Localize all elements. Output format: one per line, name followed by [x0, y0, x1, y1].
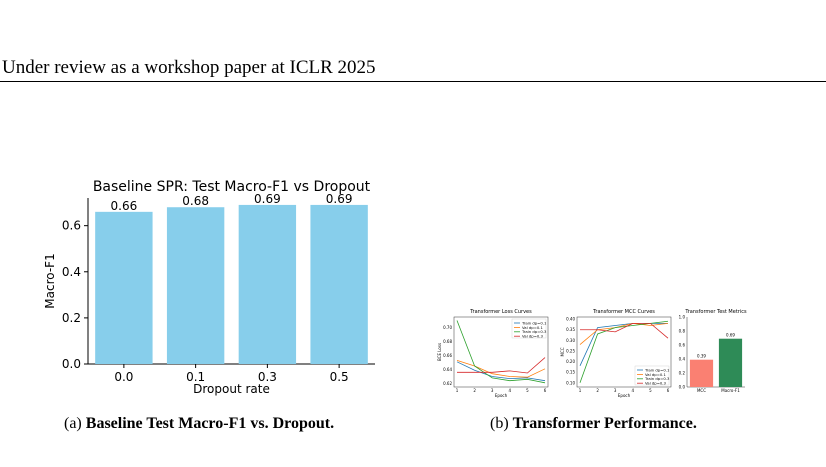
mcc-chart-y-axis-label: MCC	[560, 347, 565, 356]
mcc-chart-x-tick-label: 3	[614, 388, 617, 393]
chart-a-x-axis-label: Dropout rate	[193, 382, 270, 396]
mcc-chart-x-tick-label: 1	[579, 388, 582, 393]
mcc-chart-x-axis-label: Epoch	[618, 393, 631, 398]
metrics-chart-y-tick-label: 0.2	[679, 371, 686, 376]
loss-chart-y-tick-label: 0.62	[443, 381, 452, 386]
chart-a-y-tick-label: 0.6	[62, 219, 81, 233]
mcc-chart-y-tick-label: 0.15	[566, 370, 575, 375]
baseline-macro-f1-bar-chart: Baseline SPR: Test Macro-F1 vs Dropout0.…	[43, 179, 375, 396]
loss-chart-x-tick-label: 3	[491, 388, 494, 393]
transformer-loss-curves-chart: Transformer Loss Curves 0.62 0.64 0.66 0.68 0…	[437, 309, 549, 398]
metrics-chart-title: Transformer Test Metrics	[684, 309, 747, 315]
mcc-chart-y-tick-label: 0.10	[566, 380, 575, 385]
mcc-chart-y-tick-label: 0.25	[566, 348, 575, 353]
chart-a-bar	[310, 204, 368, 364]
loss-chart-y-tick-label: 0.64	[443, 367, 452, 372]
mcc-chart-x-tick-label: 2	[596, 388, 599, 393]
chart-a-x-tick-label: 0.0	[114, 370, 133, 384]
loss-chart-legend-label: Val dp=0.3	[522, 334, 544, 339]
loss-chart-x-axis-label: Epoch	[495, 393, 508, 398]
header-rule	[0, 81, 826, 82]
loss-chart-x-tick-label: 2	[473, 388, 476, 393]
chart-a-bar	[166, 207, 225, 364]
chart-a-x-tick-label: 0.3	[258, 370, 277, 384]
metrics-chart-y-tick-label: 0.0	[679, 385, 686, 390]
chart-a-data-label: 0.68	[182, 194, 209, 208]
loss-chart-legend-label: Val dp=0.1	[522, 325, 544, 330]
loss-chart-y-axis-label: BCE Loss	[437, 343, 442, 361]
figure-a-caption: (a) Baseline Test Macro-F1 vs. Dropout.	[64, 414, 334, 434]
chart-a-bar	[238, 204, 297, 364]
figure-a-caption-label: (a)	[64, 415, 82, 432]
mcc-chart-title: Transformer MCC Curves	[592, 309, 655, 315]
mcc-chart-legend-label: Val dp=0.3	[645, 381, 667, 386]
loss-chart-series-line	[456, 361, 546, 382]
mcc-chart-legend-box	[634, 365, 670, 386]
metrics-chart-data-label: 0.39	[697, 354, 706, 359]
chart-a-bar	[95, 211, 153, 364]
mcc-chart-series-line	[580, 322, 669, 339]
mcc-chart-x-tick-label: 6	[667, 388, 670, 393]
transformer-test-metrics-chart: Transformer Test Metrics 0.0 0.2 0.4 0.6 0.8 1…	[679, 309, 747, 393]
loss-chart-series-line	[456, 320, 546, 384]
running-header: Under review as a workshop paper at ICLR…	[2, 57, 376, 78]
metrics-chart-bar	[689, 359, 714, 387]
chart-a-y-tick-label: 0.4	[62, 265, 81, 279]
metrics-chart-y-tick-label: 1.0	[679, 315, 686, 320]
figure-a-caption-text: Baseline Test Macro-F1 vs. Dropout.	[85, 415, 335, 432]
loss-chart-x-tick-label: 1	[456, 388, 459, 393]
loss-chart-legend-box	[511, 318, 547, 339]
chart-a-data-label: 0.69	[326, 192, 353, 206]
loss-chart-series-line	[457, 357, 546, 374]
chart-a-y-axis-label: Macro-F1	[43, 253, 57, 308]
chart-a-data-label: 0.66	[111, 199, 138, 213]
loss-chart-y-tick-label: 0.68	[443, 339, 452, 344]
mcc-chart-y-tick-label: 0.30	[566, 338, 575, 343]
figure-b-caption-text: Transformer Performance.	[512, 415, 697, 432]
mcc-chart-y-tick-label: 0.35	[566, 327, 575, 332]
chart-a-x-tick-label: 0.1	[186, 370, 205, 384]
loss-chart-x-tick-label: 5	[526, 388, 529, 393]
figure-b-caption-label: (b)	[490, 415, 509, 432]
chart-a-y-tick-label: 0.2	[62, 311, 81, 325]
mcc-chart-legend-label: Train dp=0.1	[644, 367, 670, 372]
loss-chart-y-tick-label: 0.66	[443, 353, 452, 358]
mcc-chart-x-tick-label: 4	[632, 388, 635, 393]
mcc-chart-legend-label: Train dp=0.3	[644, 376, 670, 381]
transformer-mcc-curves-chart: Transformer MCC Curves 0.10 0.15 0.20 0.25 0.…	[560, 309, 672, 398]
figure-b-caption: (b) Transformer Performance.	[490, 414, 697, 434]
metrics-chart-bar	[718, 338, 743, 387]
loss-chart-y-tick-label: 0.70	[443, 325, 452, 330]
loss-chart-title: Transformer Loss Curves	[469, 309, 532, 315]
mcc-chart-x-tick-label: 5	[649, 388, 652, 393]
chart-a-data-label: 0.69	[254, 192, 281, 206]
loss-chart-x-tick-label: 6	[544, 388, 547, 393]
mcc-chart-y-tick-label: 0.40	[566, 317, 575, 322]
metrics-chart-y-tick-label: 0.4	[679, 357, 686, 362]
mcc-chart-series-line	[579, 320, 669, 383]
mcc-chart-frame	[576, 316, 672, 388]
metrics-chart-y-tick-label: 0.6	[679, 343, 686, 348]
mcc-chart-legend-label: Val dp=0.1	[645, 372, 667, 377]
loss-chart-legend-label: Train dp=0.1	[521, 320, 547, 325]
mcc-chart-y-tick-label: 0.20	[566, 359, 575, 364]
metrics-chart-x-tick-label: MCC	[697, 388, 706, 393]
chart-a-y-tick-label: 0.0	[62, 357, 81, 371]
mcc-chart-series-line	[579, 322, 669, 345]
chart-a-title: Baseline SPR: Test Macro-F1 vs Dropout	[93, 179, 371, 195]
loss-chart-series-line	[456, 360, 546, 378]
chart-a-x-tick-label: 0.5	[330, 370, 349, 384]
loss-chart-legend-label: Train dp=0.3	[521, 329, 547, 334]
metrics-chart-x-tick-label: Macro-F1	[721, 388, 740, 393]
loss-chart-x-tick-label: 4	[509, 388, 512, 393]
loss-chart-frame	[453, 316, 549, 388]
metrics-chart-data-label: 0.69	[726, 333, 735, 338]
metrics-chart-y-tick-label: 0.8	[679, 329, 686, 334]
